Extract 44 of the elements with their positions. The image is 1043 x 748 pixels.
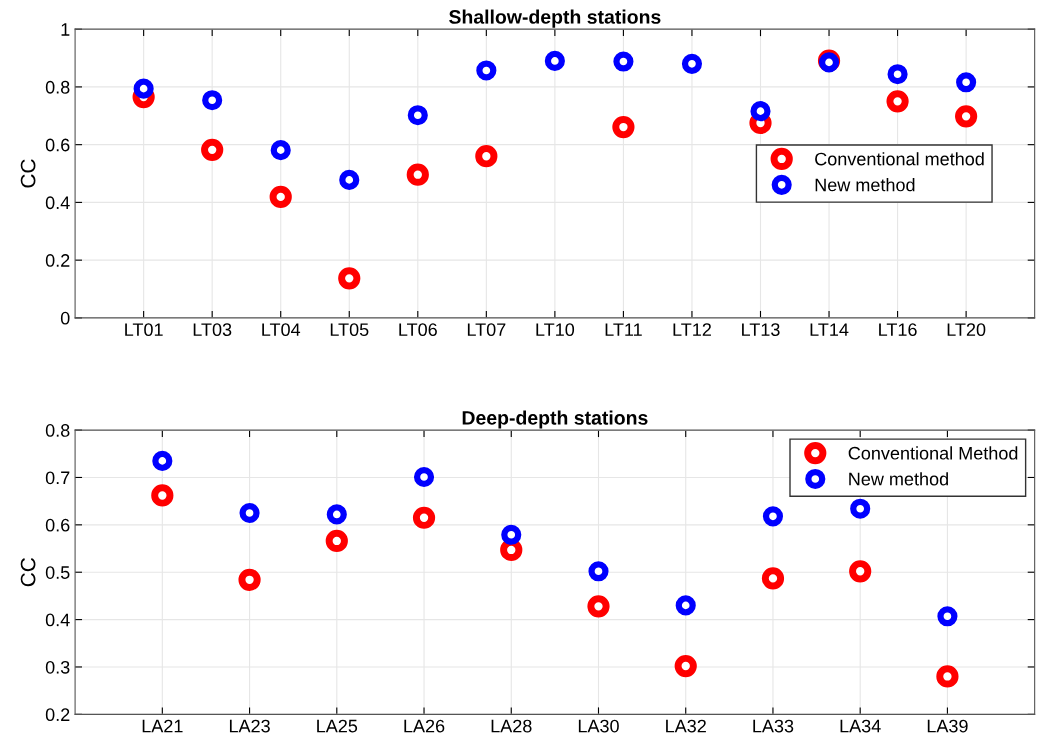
y-axis-title: CC — [20, 557, 36, 587]
y-tick-label: 0.6 — [45, 518, 70, 532]
x-tick-label: LT05 — [330, 323, 369, 337]
y-tick-label: 0.2 — [45, 708, 70, 722]
legend-label: Conventional Method — [848, 446, 1018, 460]
x-tick-label: LT04 — [262, 323, 301, 337]
x-tick-label: LA23 — [229, 719, 270, 733]
x-tick-label: LT13 — [742, 323, 780, 337]
chart-title: Shallow-depth stations — [449, 9, 661, 28]
x-tick-label: LA39 — [927, 719, 968, 733]
y-tick-label: 0.7 — [45, 471, 70, 485]
y-tick-label: 0.2 — [45, 254, 70, 267]
x-tick-label: LT20 — [947, 323, 986, 337]
x-tick-label: LT07 — [467, 323, 506, 337]
legend-label: Conventional method — [815, 152, 984, 166]
x-tick-label: LA28 — [491, 719, 532, 733]
y-tick-label: 0.6 — [45, 138, 70, 152]
x-tick-label: LT01 — [125, 323, 163, 337]
x-tick-label: LA33 — [753, 719, 794, 733]
y-tick-label: 0.4 — [45, 613, 70, 627]
legend-label: New method — [815, 178, 915, 192]
x-tick-label: LA26 — [404, 719, 445, 733]
x-tick-label: LA25 — [317, 719, 358, 733]
x-tick-label: LA30 — [578, 719, 619, 733]
y-tick-label: 0.8 — [45, 80, 70, 94]
x-tick-label: LT16 — [879, 323, 917, 337]
legend-label: New method — [849, 472, 948, 486]
y-tick-label: 0.5 — [45, 566, 70, 579]
y-tick-label: 0.8 — [45, 424, 70, 437]
x-tick-label: LT11 — [605, 323, 642, 336]
y-tick-label: 0 — [60, 311, 70, 325]
y-tick-label: 0.3 — [45, 660, 70, 674]
x-tick-label: LT06 — [399, 323, 437, 337]
x-tick-label: LT12 — [673, 323, 711, 336]
chart-title: Deep-depth stations — [462, 410, 648, 429]
x-tick-label: LT10 — [536, 323, 575, 337]
x-tick-label: LT14 — [810, 323, 849, 336]
y-tick-label: 0.4 — [45, 196, 70, 210]
x-tick-label: LT03 — [193, 323, 232, 337]
y-tick-label: 1 — [61, 23, 70, 36]
x-tick-label: LA34 — [840, 719, 881, 733]
y-axis-title: CC — [20, 159, 36, 188]
x-tick-label: LA32 — [666, 719, 706, 733]
x-tick-label: LA21 — [142, 719, 183, 733]
